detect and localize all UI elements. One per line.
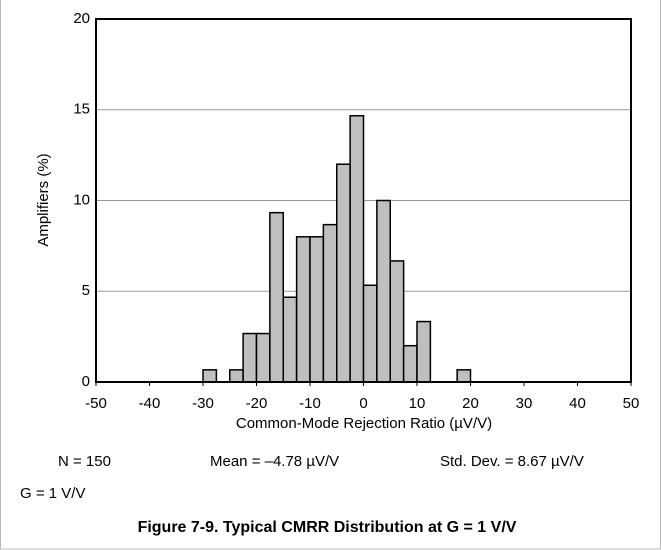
bar [295, 236, 311, 383]
x-tick-label: 10 [409, 395, 426, 412]
bar [322, 223, 338, 383]
bar [282, 296, 298, 383]
bar [336, 163, 351, 383]
bar [229, 369, 244, 383]
bar [349, 114, 365, 383]
bar [402, 344, 418, 383]
x-tick-label: 50 [623, 395, 640, 412]
bar [416, 320, 432, 383]
x-tick-label: 40 [569, 395, 586, 412]
y-axis-label: Amplifiers (%) [35, 153, 52, 246]
bar [309, 236, 325, 383]
y-tick-label: 5 [82, 282, 90, 299]
y-tick-label: 15 [73, 101, 90, 118]
bar [242, 332, 258, 383]
x-tick-label: -30 [192, 395, 214, 412]
x-tick-label: -20 [246, 395, 268, 412]
plot-area: 0 5 10 15 20 -50 -40 -30 -20 -10 0 10 20 30 40 50 [73, 10, 639, 412]
bar [389, 260, 405, 383]
bar [362, 284, 378, 383]
x-tick-label: -50 [85, 395, 107, 412]
bar [202, 369, 218, 383]
bar [269, 211, 284, 383]
x-tick-label: -40 [139, 395, 161, 412]
y-tick-label: 0 [82, 373, 90, 390]
bar [376, 199, 391, 383]
annotation: Std. Dev. = 8.67 µV/V [440, 453, 584, 470]
annotation: Mean = –4.78 µV/V [210, 453, 339, 470]
bar [456, 369, 472, 383]
x-tick-label: 30 [516, 395, 533, 412]
plot-border [95, 18, 632, 383]
x-tick-label: 20 [462, 395, 479, 412]
x-axis-label: Common-Mode Rejection Ratio (µV/V) [236, 415, 492, 432]
chart-title: Figure 7-9. Typical CMRR Distribution at… [138, 519, 517, 536]
x-tick-label: 0 [359, 395, 367, 412]
annotation: N = 150 [58, 453, 111, 470]
annotation: G = 1 V/V [20, 485, 85, 502]
x-tick-label: -10 [299, 395, 321, 412]
y-tick-label: 10 [73, 191, 90, 208]
bar [255, 332, 271, 383]
y-tick-label: 20 [73, 10, 90, 27]
